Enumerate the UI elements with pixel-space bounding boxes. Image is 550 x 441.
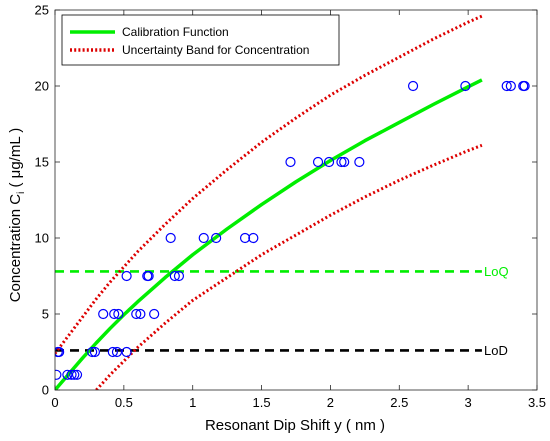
data-point	[165, 232, 176, 244]
calibration-curve	[55, 78, 483, 390]
data-point	[354, 156, 365, 168]
x-tick-label: 1	[189, 395, 196, 410]
plot-frame	[54, 9, 538, 391]
y-tick-label: 25	[35, 3, 49, 18]
data-point	[407, 80, 419, 92]
x-tick-label: 2.5	[390, 395, 408, 410]
x-tick-label: 0.5	[115, 395, 133, 410]
y-tick-label: 5	[42, 307, 49, 322]
data-point	[149, 308, 160, 320]
lod-label: LoD	[484, 343, 508, 358]
y-tick-label: 0	[42, 383, 49, 398]
data-point	[113, 308, 124, 320]
data-point	[55, 346, 63, 358]
data-point	[89, 346, 101, 358]
data-point	[519, 80, 530, 92]
y-tick-label: 15	[35, 155, 49, 170]
data-point	[98, 308, 109, 320]
x-tick-label: 1.5	[253, 395, 271, 410]
data-point	[169, 270, 180, 282]
legend-box	[61, 14, 340, 66]
data-point	[121, 270, 132, 282]
data-point	[211, 232, 222, 244]
data-point	[239, 232, 251, 244]
data-point	[248, 232, 259, 244]
legend: Calibration Function Uncertainty Band fo…	[61, 14, 340, 66]
data-point	[111, 346, 123, 358]
legend-label-uncertainty: Uncertainty Band for Concentration	[122, 43, 309, 57]
plot-area	[55, 14, 530, 390]
loq-label: LoQ	[484, 264, 509, 279]
data-point	[323, 156, 335, 168]
data-point	[198, 232, 209, 244]
data-point	[121, 346, 132, 358]
data-point	[505, 80, 516, 92]
data-point	[460, 80, 471, 92]
data-point	[285, 156, 296, 168]
data-point	[143, 270, 154, 282]
data-point	[109, 308, 120, 320]
x-axis-label: Resonant Dip Shift y ( nm )	[205, 417, 385, 434]
data-point	[131, 308, 142, 320]
data-point	[69, 369, 80, 380]
data-point	[501, 80, 512, 92]
data-point	[107, 346, 118, 358]
x-tick-label: 0	[51, 395, 58, 410]
data-point	[173, 270, 185, 282]
x-tick-label: 3	[465, 395, 472, 410]
data-point	[87, 346, 98, 358]
y-axis-label-main: Concentration C	[7, 194, 24, 303]
y-axis-label: Concentration Ci ( μg/mL )	[7, 128, 27, 303]
data-point	[55, 369, 62, 380]
data-point	[62, 369, 73, 380]
x-tick-label: 3.5	[528, 395, 546, 410]
data-point	[135, 308, 146, 320]
uncertainty-upper-curve	[55, 14, 483, 355]
data-point	[312, 156, 324, 168]
x-tick-label: 2	[327, 395, 334, 410]
y-tick-label: 20	[35, 79, 49, 94]
data-point	[336, 156, 347, 168]
y-tick-label: 10	[35, 231, 49, 246]
y-axis-label-subscript: i	[16, 192, 27, 194]
legend-label-calibration: Calibration Function	[122, 25, 229, 39]
data-point	[71, 369, 83, 380]
axes: 0 0.5 1 1.5 2 2.5 3 3.5 0 5 10 15 20 25	[35, 3, 547, 411]
uncertainty-lower-curve	[95, 143, 483, 390]
data-point	[339, 156, 350, 168]
y-axis-label-units: ( μg/mL )	[7, 128, 24, 192]
data-point	[66, 369, 77, 380]
